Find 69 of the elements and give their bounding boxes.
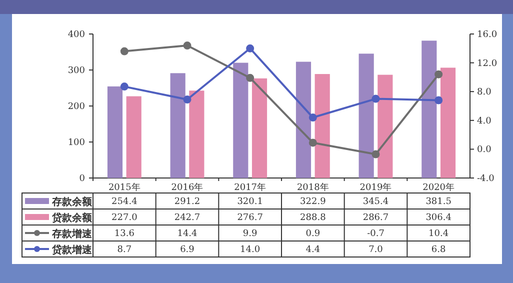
point xyxy=(372,150,380,158)
data-label: 276.7 xyxy=(237,213,264,223)
bar xyxy=(126,96,142,178)
point xyxy=(434,96,443,104)
bar xyxy=(358,54,374,178)
legend-label: 贷款增速 xyxy=(51,244,93,256)
point xyxy=(246,74,254,82)
y2-tick-label: 0.0 xyxy=(477,145,492,156)
legend-label: 贷款余额 xyxy=(51,212,93,224)
data-label: 288.8 xyxy=(300,213,326,223)
bar xyxy=(378,74,393,178)
y-tick-label: 300 xyxy=(68,66,86,76)
data-label: 322.9 xyxy=(300,197,326,207)
point xyxy=(308,138,317,147)
data-label: -0.7 xyxy=(367,229,385,239)
data-label: 7.0 xyxy=(368,245,384,255)
bar xyxy=(233,62,248,178)
data-label: 291.2 xyxy=(174,197,200,207)
x-tick-label: 2016年 xyxy=(171,182,204,193)
bar xyxy=(422,40,437,178)
bar xyxy=(107,86,123,178)
bar xyxy=(314,74,330,178)
data-label: 254.4 xyxy=(112,197,138,207)
x-tick-label: 2019年 xyxy=(360,182,392,193)
data-label: 345.4 xyxy=(362,197,389,207)
legend-label: 存款余额 xyxy=(51,196,93,208)
y-tick-label: 200 xyxy=(68,102,86,112)
data-label: 9.9 xyxy=(242,229,258,239)
bar xyxy=(440,68,456,178)
data-label: 8.7 xyxy=(117,245,132,255)
data-label: 14.4 xyxy=(177,229,198,239)
data-label: 286.7 xyxy=(362,213,389,223)
point xyxy=(183,96,192,104)
y2-tick-label: 8.0 xyxy=(477,88,492,98)
x-tick-label: 2017年 xyxy=(234,182,266,193)
data-label: 242.7 xyxy=(174,213,200,223)
x-tick-label: 2015年 xyxy=(108,182,140,193)
data-label: 13.6 xyxy=(114,229,135,239)
data-label: 10.4 xyxy=(428,229,449,239)
point xyxy=(308,114,317,122)
y2-tick-label: 16.0 xyxy=(477,30,498,40)
point xyxy=(183,42,192,50)
data-label: 4.4 xyxy=(306,245,320,255)
x-tick-label: 2020年 xyxy=(422,182,455,193)
data-label: 320.1 xyxy=(237,197,263,207)
data-label: 6.8 xyxy=(431,245,446,255)
bar xyxy=(296,62,312,178)
y2-tick-label: 12.0 xyxy=(477,58,498,69)
y-tick-label: 400 xyxy=(68,30,86,40)
y2-tick-label: -4.0 xyxy=(477,174,495,184)
data-label: 306.4 xyxy=(426,213,452,223)
data-label: 0.9 xyxy=(306,229,320,239)
data-label: 14.0 xyxy=(240,245,260,255)
bar xyxy=(189,90,204,178)
point xyxy=(372,94,380,103)
point xyxy=(120,82,128,91)
point xyxy=(120,47,128,56)
y-tick-label: 0 xyxy=(79,174,86,184)
bar xyxy=(170,73,186,178)
legend-label: 存款增速 xyxy=(51,228,93,240)
x-tick-label: 2018年 xyxy=(296,182,329,193)
data-label: 227.0 xyxy=(112,213,138,223)
data-label: 381.5 xyxy=(426,197,452,207)
point xyxy=(434,70,443,78)
y-tick-label: 100 xyxy=(68,138,86,148)
data-label: 6.9 xyxy=(180,245,195,255)
point xyxy=(246,44,254,52)
y2-tick-label: 4.0 xyxy=(477,116,492,126)
bar xyxy=(252,78,268,178)
